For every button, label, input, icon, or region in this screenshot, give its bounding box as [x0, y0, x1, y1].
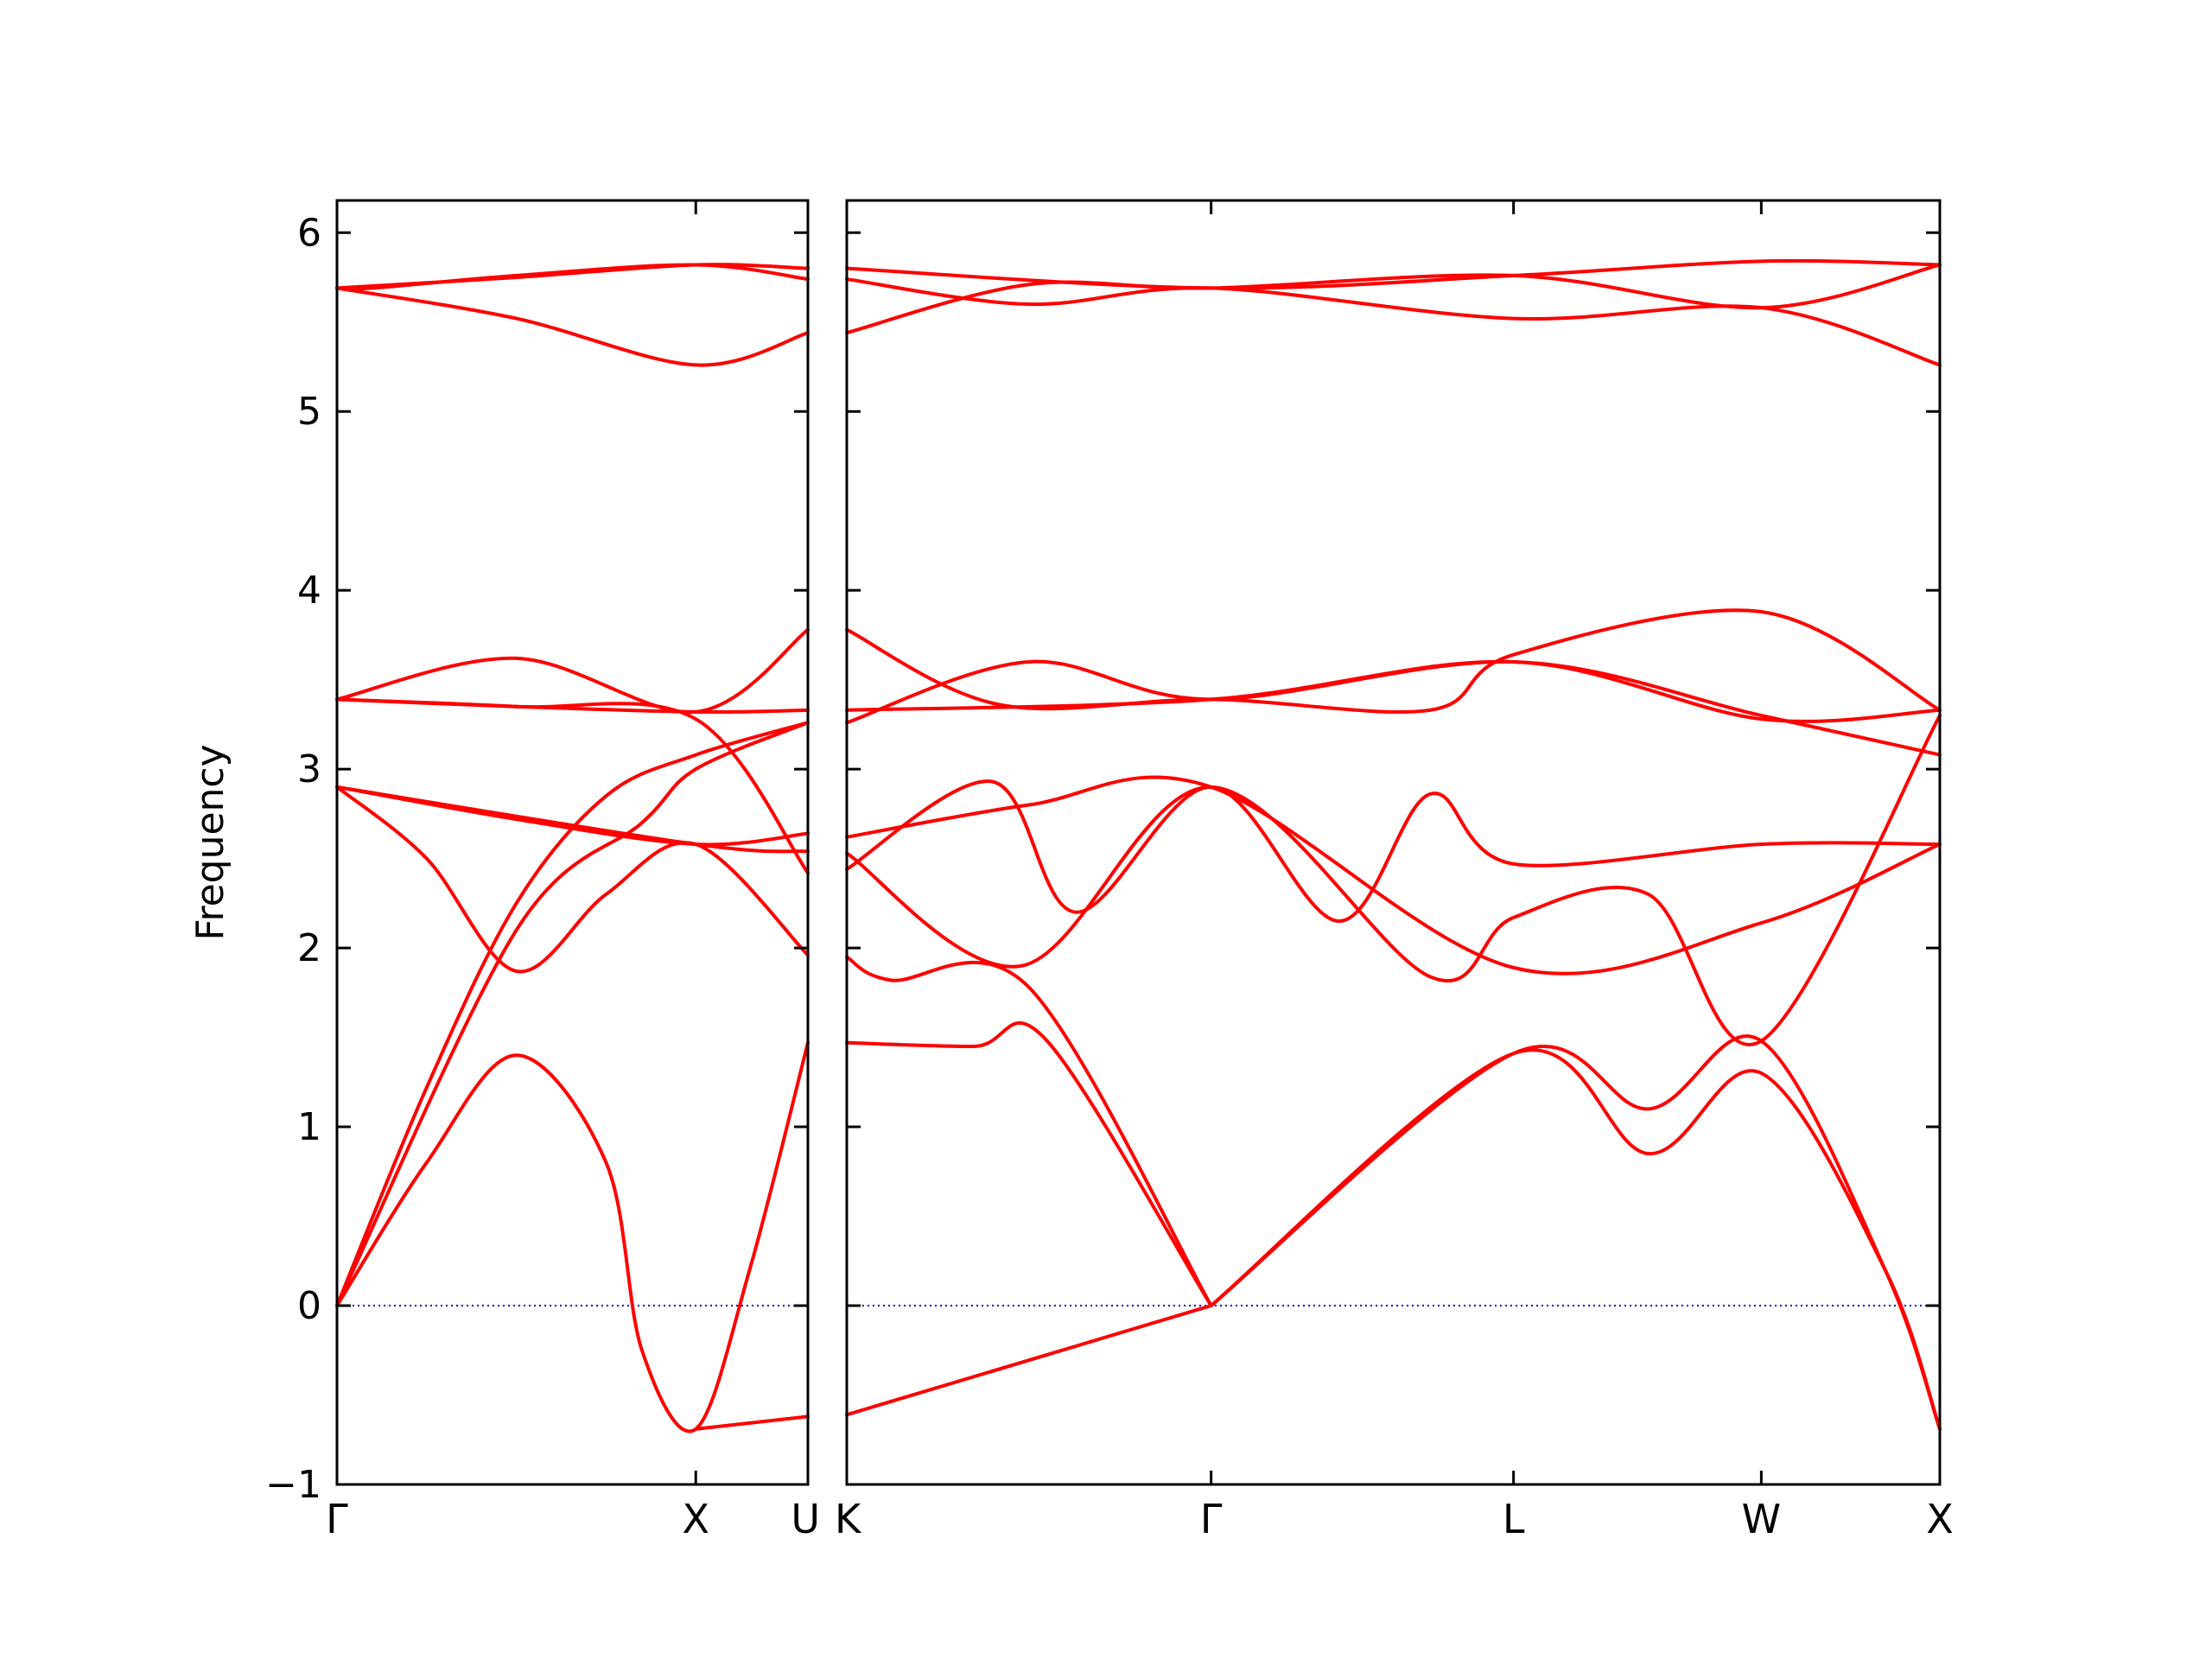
- band-1-6: [845, 779, 1942, 924]
- band-1-5: [845, 659, 1942, 723]
- x-tick-label: Γ: [1200, 1496, 1223, 1542]
- y-tick-label: 5: [297, 390, 321, 434]
- panel-left: −1 0 1 2 3 4 5 6 Γ X U: [265, 199, 820, 1542]
- y-tick-label: 1: [297, 1105, 321, 1149]
- band-1-8: [845, 714, 1942, 1046]
- band-1-13: [845, 1304, 1213, 1417]
- band-0-5: [335, 785, 810, 847]
- plot-frame: [335, 199, 810, 1486]
- y-tick-label: 4: [297, 569, 321, 613]
- y-tick-label: 6: [297, 211, 321, 255]
- band-0-10: [335, 1040, 810, 1433]
- x-tick-label: K: [835, 1496, 862, 1542]
- y-axis-label: Frequency: [188, 744, 232, 940]
- band-0-9: [335, 785, 810, 854]
- band-1-9: [845, 955, 1213, 1308]
- band-1-2: [845, 263, 1942, 335]
- y-tick-label: 3: [297, 747, 321, 791]
- band-1-7: [845, 775, 1942, 976]
- band-0-11: [335, 721, 810, 1308]
- band-0-12: [694, 1414, 810, 1431]
- x-tick-label: X: [682, 1496, 709, 1542]
- x-tick-label: U: [791, 1496, 820, 1542]
- band-1-10: [845, 1020, 1213, 1308]
- band-0-1: [335, 286, 810, 367]
- x-tick-label: W: [1742, 1496, 1781, 1542]
- x-tick-label: X: [1926, 1496, 1954, 1542]
- band-0-7: [335, 721, 810, 1308]
- y-tick-label: −1: [265, 1463, 321, 1507]
- band-1-11: [1209, 1048, 1942, 1431]
- y-tick-label: 2: [297, 926, 321, 970]
- band-1-3: [845, 608, 1942, 714]
- band-0-8: [335, 697, 810, 875]
- band-1-0: [845, 258, 1942, 290]
- plot-frame: [845, 199, 1942, 1486]
- band-0-2: [335, 263, 810, 291]
- band-0-3: [335, 627, 810, 715]
- x-tick-label: Γ: [326, 1496, 348, 1542]
- band-0-6: [335, 785, 810, 974]
- band-1-12: [1209, 1034, 1942, 1431]
- x-tick-label: L: [1503, 1496, 1525, 1542]
- y-tick-label: 0: [297, 1284, 321, 1328]
- band-1-1: [845, 277, 1942, 367]
